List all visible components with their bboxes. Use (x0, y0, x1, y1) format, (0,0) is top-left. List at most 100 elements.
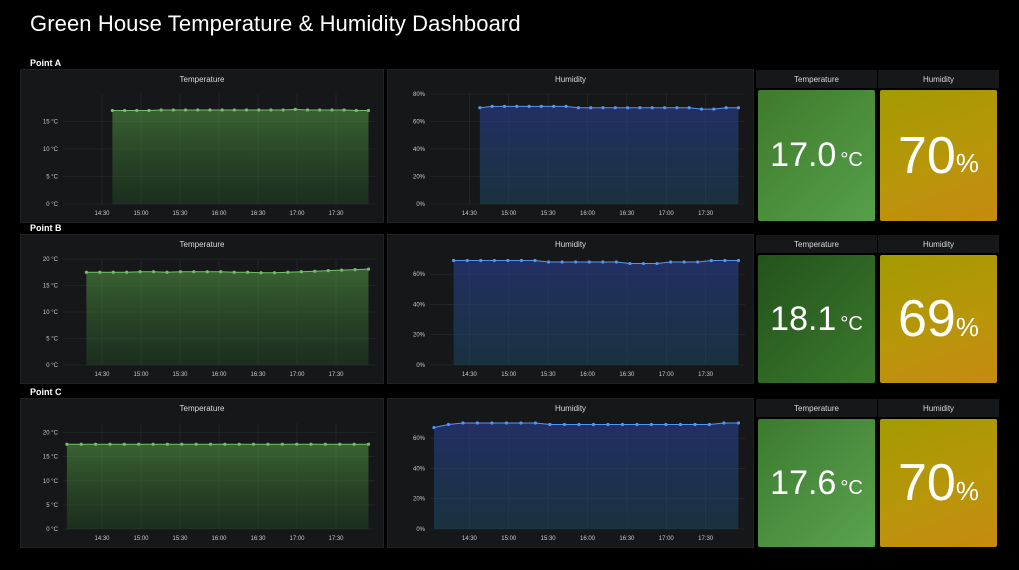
y-tick-label: 5 °C (46, 175, 58, 181)
data-point (687, 106, 691, 110)
data-point (180, 442, 184, 446)
data-point (159, 108, 163, 112)
stat-unit: °C (840, 476, 863, 499)
y-tick-label: 60% (413, 272, 426, 278)
y-tick-label: 60% (413, 120, 426, 126)
data-point (479, 258, 483, 263)
data-point (342, 108, 346, 112)
data-point (614, 260, 618, 264)
data-point (219, 270, 223, 274)
x-tick-label: 16:30 (619, 536, 635, 542)
data-point (122, 108, 127, 113)
point-c-temperature-graph[interactable]: Temperature 0 °C 5 °C 10 °C 15 °C 20 °C 14:30… (20, 398, 384, 548)
data-point (475, 421, 480, 425)
humidity-chart: 0% 20% 40% 60% 14:30 15:00 15:30 16:00 16:30 17:0… (413, 421, 745, 542)
x-tick-label: 17:30 (328, 372, 344, 378)
data-point (722, 421, 726, 425)
point-c-temperature-stat[interactable]: Temperature 17.6 °C (756, 399, 877, 547)
data-point (519, 258, 524, 263)
point-b-temperature-stat[interactable]: Temperature 18.1 °C (756, 235, 877, 383)
data-point (682, 260, 686, 264)
data-point (490, 421, 494, 425)
stat-title: Temperature (756, 399, 877, 417)
series-area (86, 269, 369, 365)
point-c-humidity-graph[interactable]: Humidity 0% 20% 40% 60% 14:30 15:00 15:30 16:00… (387, 398, 754, 548)
point-a-temperature-graph[interactable]: Temperature 0 °C 5 °C 10 °C 15 °C 14:30 15:00… (20, 69, 384, 223)
stat-unit: % (955, 475, 979, 506)
data-point (655, 261, 659, 266)
data-point (461, 421, 465, 425)
data-point (626, 106, 630, 110)
data-point (151, 442, 155, 446)
series-area (453, 260, 739, 365)
data-point (552, 104, 556, 108)
data-point (94, 442, 98, 446)
x-tick-label: 14:30 (462, 372, 478, 378)
stat-value: 70 (898, 454, 956, 512)
series-area (479, 106, 739, 204)
data-point (266, 442, 270, 446)
data-point (620, 422, 625, 427)
data-point (589, 106, 593, 110)
data-point (252, 442, 256, 446)
point-a-temperature-stat[interactable]: Temperature 17.0 °C (756, 70, 877, 221)
stat-unit: °C (840, 149, 863, 171)
stat-unit: % (955, 311, 979, 342)
series-area (112, 109, 369, 204)
data-point (309, 442, 313, 446)
y-tick-label: 15 °C (43, 284, 59, 290)
data-point (506, 258, 510, 263)
point-b-humidity-graph[interactable]: Humidity 0% 20% 40% 60% 14:30 15:00 15:30 16:00… (387, 234, 754, 384)
data-point (171, 108, 175, 112)
data-point (649, 422, 654, 427)
data-point (577, 422, 581, 427)
data-point (220, 108, 224, 112)
data-point (340, 268, 344, 272)
data-point (79, 442, 83, 446)
data-point (519, 421, 523, 425)
y-tick-label: 20% (413, 333, 426, 339)
data-point (675, 106, 679, 110)
stat-unit: % (955, 148, 979, 178)
data-point (125, 270, 129, 274)
data-point (707, 422, 712, 427)
x-tick-label: 15:30 (172, 372, 188, 378)
data-point (574, 260, 578, 264)
data-point (576, 106, 580, 110)
stat-title: Temperature (756, 70, 877, 88)
x-tick-label: 15:30 (541, 536, 557, 542)
x-tick-label: 16:00 (211, 211, 227, 217)
data-point (151, 270, 156, 274)
y-tick-label: 20 °C (43, 257, 59, 263)
data-point (65, 442, 69, 446)
stat-value-box: 70% (880, 90, 997, 221)
data-point (587, 260, 591, 264)
data-point (272, 271, 277, 275)
point-b-humidity-stat[interactable]: Humidity 69% (878, 235, 999, 383)
x-tick-label: 15:00 (501, 211, 517, 217)
x-tick-label: 14:30 (462, 211, 478, 217)
point-a-humidity-stat[interactable]: Humidity 70% (878, 70, 999, 221)
point-a-humidity-graph[interactable]: Humidity 0% 20% 40% 60% 80% 14:30 15:00 15:30 16… (387, 69, 754, 223)
series-line (86, 268, 369, 274)
data-point (286, 270, 290, 274)
point-c-humidity-stat[interactable]: Humidity 70% (878, 399, 999, 547)
stat-title: Temperature (756, 235, 877, 253)
data-point (313, 269, 317, 273)
data-point (208, 108, 212, 112)
data-point (678, 422, 683, 427)
y-tick-label: 40% (413, 302, 426, 308)
data-point (548, 422, 552, 427)
data-point (192, 270, 196, 274)
series-area (433, 423, 739, 529)
panel-title: Humidity (554, 240, 587, 249)
x-tick-label: 16:30 (619, 211, 635, 217)
point-b-temperature-graph[interactable]: Temperature 0 °C 5 °C 10 °C 15 °C 20 °C 14:30… (20, 234, 384, 384)
data-point (281, 108, 285, 112)
data-point (110, 108, 114, 113)
panel-title: Temperature (179, 240, 225, 249)
data-point (108, 442, 112, 446)
data-point (232, 108, 236, 112)
stat-unit: °C (840, 312, 863, 335)
data-point (366, 442, 371, 446)
